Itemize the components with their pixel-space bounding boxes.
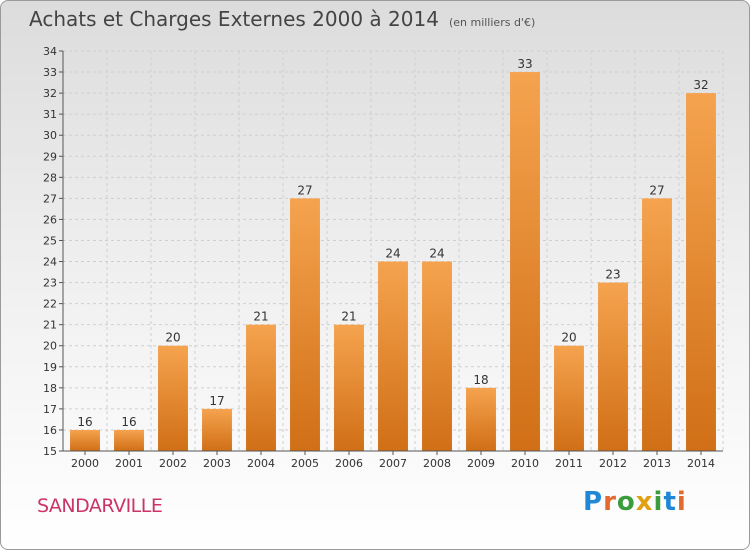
data-label-2006: 21 bbox=[341, 310, 356, 324]
data-label-2000: 16 bbox=[77, 415, 92, 429]
bar-2009[interactable] bbox=[466, 387, 496, 451]
bar-2005[interactable] bbox=[290, 198, 320, 451]
x-tick-label-2009: 2009 bbox=[467, 457, 495, 470]
y-tick-label: 32 bbox=[43, 87, 57, 100]
y-tick-label: 29 bbox=[43, 150, 57, 163]
data-label-2013: 27 bbox=[649, 183, 664, 197]
x-tick-label-2000: 2000 bbox=[71, 457, 99, 470]
data-label-2008: 24 bbox=[429, 247, 444, 261]
bar-2012[interactable] bbox=[598, 282, 628, 451]
y-tick-label: 16 bbox=[43, 424, 57, 437]
y-tick-label: 26 bbox=[43, 213, 57, 226]
x-tick-label-2014: 2014 bbox=[687, 457, 715, 470]
y-tick-label: 22 bbox=[43, 298, 57, 311]
axes: 15 16 17 18 19 20 21 22 23 24 25 26 27 28 29 30 31 32 33 34… bbox=[43, 45, 723, 470]
data-label-2010: 33 bbox=[517, 57, 532, 71]
y-tick-label: 34 bbox=[43, 45, 57, 58]
data-label-2007: 24 bbox=[385, 247, 400, 261]
bar-2006[interactable] bbox=[334, 324, 364, 451]
bar-2003[interactable] bbox=[202, 408, 232, 451]
chart-title: Achats et Charges Externes 2000 à 2014 (e… bbox=[29, 7, 535, 31]
y-tick-label: 21 bbox=[43, 319, 57, 332]
bar-2008[interactable] bbox=[422, 261, 452, 451]
x-tick-label-2005: 2005 bbox=[291, 457, 319, 470]
x-tick-label-2008: 2008 bbox=[423, 457, 451, 470]
y-tick-label: 15 bbox=[43, 445, 57, 458]
bar-2011[interactable] bbox=[554, 345, 584, 451]
chart-title-text: Achats et Charges Externes 2000 à 2014 bbox=[29, 7, 439, 31]
x-tick-label-2001: 2001 bbox=[115, 457, 143, 470]
data-label-2002: 20 bbox=[165, 331, 180, 345]
bar-2007[interactable] bbox=[378, 261, 408, 451]
y-tick-label: 20 bbox=[43, 340, 57, 353]
y-tick-label: 31 bbox=[43, 108, 57, 121]
y-tick-label: 23 bbox=[43, 277, 57, 290]
y-tick-label: 24 bbox=[43, 256, 57, 269]
data-label-2012: 23 bbox=[605, 268, 620, 282]
data-label-2004: 21 bbox=[253, 310, 268, 324]
bar-2004[interactable] bbox=[246, 324, 276, 451]
data-label-2009: 18 bbox=[473, 373, 488, 387]
bar-2010[interactable] bbox=[510, 72, 540, 451]
x-tick-label-2006: 2006 bbox=[335, 457, 363, 470]
x-tick-label-2002: 2002 bbox=[159, 457, 187, 470]
bar-2002[interactable] bbox=[158, 345, 188, 451]
x-tick-label-2012: 2012 bbox=[599, 457, 627, 470]
y-tick-label: 17 bbox=[43, 403, 57, 416]
data-label-2001: 16 bbox=[121, 415, 136, 429]
bar-2000[interactable] bbox=[70, 429, 100, 451]
data-labels: 16 16 20 17 21 27 21 24 24 18 33 20 23 27 32 bbox=[77, 57, 708, 429]
data-label-2005: 27 bbox=[297, 183, 312, 197]
chart-subtitle: (en milliers d'€) bbox=[448, 16, 536, 29]
y-tick-label: 25 bbox=[43, 234, 57, 247]
x-tick-label-2011: 2011 bbox=[555, 457, 583, 470]
bars bbox=[70, 72, 716, 452]
proxiti-logo[interactable]: Proxiti bbox=[583, 487, 687, 517]
x-tick-label-2004: 2004 bbox=[247, 457, 275, 470]
bar-2013[interactable] bbox=[642, 198, 672, 451]
x-tick-label-2003: 2003 bbox=[203, 457, 231, 470]
x-tick-label-2007: 2007 bbox=[379, 457, 407, 470]
y-tick-label: 18 bbox=[43, 382, 57, 395]
y-tick-label: 33 bbox=[43, 66, 57, 79]
bar-2014[interactable] bbox=[686, 93, 716, 452]
x-tick-label-2010: 2010 bbox=[511, 457, 539, 470]
y-tick-label: 27 bbox=[43, 192, 57, 205]
data-label-2011: 20 bbox=[561, 331, 576, 345]
data-label-2014: 32 bbox=[693, 78, 708, 92]
bar-2001[interactable] bbox=[114, 429, 144, 451]
y-tick-label: 19 bbox=[43, 361, 57, 374]
y-tick-label: 28 bbox=[43, 171, 57, 184]
data-label-2003: 17 bbox=[209, 394, 224, 408]
x-tick-label-2013: 2013 bbox=[643, 457, 671, 470]
y-tick-label: 30 bbox=[43, 129, 57, 142]
city-name: SANDARVILLE bbox=[37, 495, 163, 517]
